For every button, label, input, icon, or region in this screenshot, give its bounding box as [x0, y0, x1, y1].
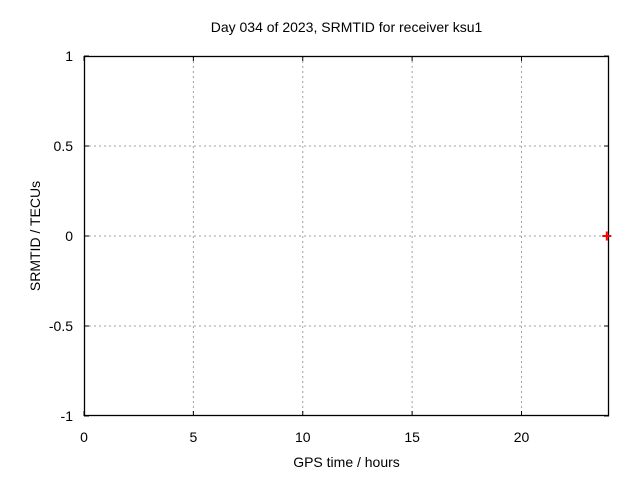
- y-tick-label: -1: [60, 408, 73, 424]
- y-tick-label: 0: [65, 228, 73, 244]
- x-axis-label: GPS time / hours: [293, 454, 400, 470]
- x-tick-label: 15: [404, 429, 420, 445]
- x-tick-label: 0: [80, 429, 88, 445]
- y-tick-label: 1: [65, 48, 73, 64]
- x-tick-label: 10: [294, 429, 311, 445]
- x-tick-label: 20: [513, 429, 530, 445]
- plot-area: [83, 55, 612, 417]
- data-point-plus: [602, 231, 612, 241]
- y-tick-label: -0.5: [48, 318, 73, 334]
- x-tick-label: 5: [189, 429, 198, 445]
- y-tick-label: 0.5: [53, 138, 73, 154]
- chart-title: Day 034 of 2023, SRMTID for receiver ksu…: [210, 19, 483, 35]
